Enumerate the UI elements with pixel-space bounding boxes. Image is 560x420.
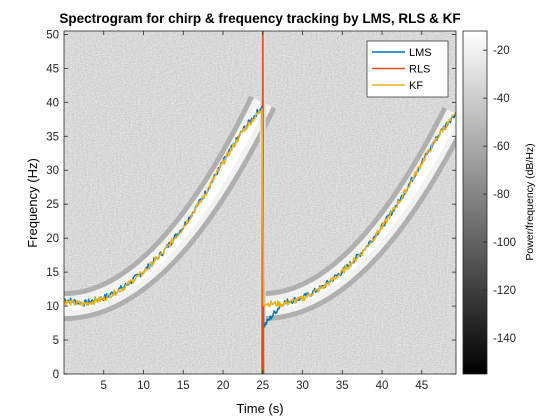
y-tick-label: 50 xyxy=(46,29,59,41)
x-tick-label: 20 xyxy=(217,380,230,392)
colorbar-tick-label: -100 xyxy=(493,237,516,249)
y-tick-label: 10 xyxy=(46,301,59,313)
y-tick-label: 35 xyxy=(46,131,59,143)
y-axis-label: Frequency (Hz) xyxy=(25,158,40,248)
plot-frame xyxy=(63,30,457,375)
y-tick-label: 0 xyxy=(53,369,59,381)
x-tick-label: 45 xyxy=(415,380,428,392)
y-tick-label: 45 xyxy=(46,63,59,75)
x-tick-label: 15 xyxy=(177,380,190,392)
colorbar-ticks: -140 -120 -100 -80 -60 -40 -20 xyxy=(483,45,516,345)
colorbar-tick-label: -120 xyxy=(493,285,516,297)
legend-label-kf: KF xyxy=(409,80,423,92)
series-kf xyxy=(64,108,456,308)
y-tick-label: 30 xyxy=(46,165,59,177)
colorbar-label: Power/frequency (dB/Hz) xyxy=(524,143,536,260)
series-line-kf xyxy=(64,108,456,308)
y-tick-label: 40 xyxy=(46,97,59,109)
chart-title: Spectrogram for chirp & frequency tracki… xyxy=(59,11,460,26)
colorbar-gradient xyxy=(462,30,488,375)
x-axis-label: Time (s) xyxy=(236,401,283,416)
colorbar: -140 -120 -100 -80 -60 -40 -20 xyxy=(462,30,516,375)
colorbar-tick-label: -60 xyxy=(493,141,510,153)
colorbar-tick-label: -20 xyxy=(493,45,510,57)
y-tick-label: 20 xyxy=(46,233,59,245)
colorbar-tick-label: -40 xyxy=(493,93,510,105)
x-tick-label: 25 xyxy=(256,380,269,392)
x-tick-label: 10 xyxy=(137,380,150,392)
x-tick-label: 30 xyxy=(296,380,309,392)
legend-label-lms: LMS xyxy=(409,47,432,59)
colorbar-tick-label: -140 xyxy=(493,333,516,345)
y-tick-label: 5 xyxy=(53,335,59,347)
x-tick-label: 5 xyxy=(101,380,107,392)
legend-label-rls: RLS xyxy=(409,64,430,76)
legend: LMS RLS KF xyxy=(366,40,449,98)
x-tick-label: 35 xyxy=(336,380,349,392)
y-axis: 0 5 10 15 20 25 30 35 40 45 50 xyxy=(46,29,456,381)
y-tick-label: 25 xyxy=(46,199,59,211)
x-axis: 5 10 15 20 25 30 35 40 45 xyxy=(101,31,428,392)
colorbar-tick-label: -80 xyxy=(493,189,510,201)
x-tick-label: 40 xyxy=(376,380,389,392)
y-tick-label: 15 xyxy=(46,267,59,279)
tracking-series xyxy=(64,31,456,374)
